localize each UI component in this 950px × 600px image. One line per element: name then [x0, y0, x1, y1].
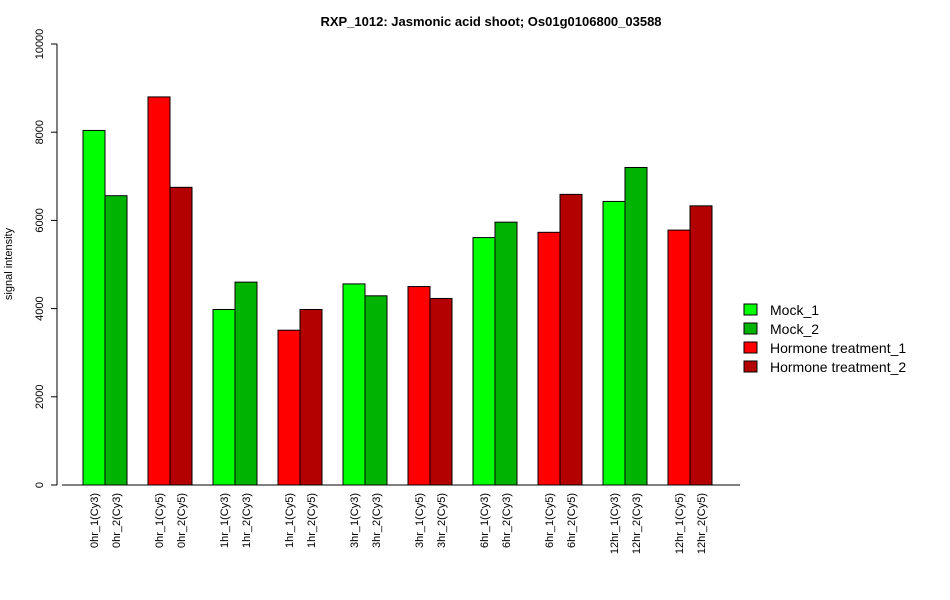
y-tick-label: 8000: [34, 120, 46, 144]
bar: [624, 166, 648, 486]
x-tick-label: 6hr_1(Cy5): [544, 493, 556, 548]
bar: [667, 229, 691, 486]
bar: [342, 283, 366, 486]
x-tick-label: 6hr_1(Cy3): [479, 493, 491, 548]
y-tick-label: 6000: [34, 208, 46, 232]
chart-title: RXP_1012: Jasmonic acid shoot; Os01g0106…: [320, 14, 661, 29]
x-tick-label: 6hr_2(Cy3): [501, 493, 513, 548]
bar: [277, 329, 301, 486]
bar: [299, 308, 323, 486]
x-tick-label: 3hr_2(Cy3): [371, 493, 383, 548]
bar: [169, 186, 193, 486]
x-tick-label: 3hr_1(Cy5): [414, 493, 426, 548]
bar: [429, 297, 453, 486]
bar: [82, 129, 106, 486]
x-tick-labels: 0hr_1(Cy3) 0hr_2(Cy3) 0hr_1(Cy5) 0hr_2(Cy5)…: [89, 493, 708, 554]
x-tick-label: 0hr_2(Cy3): [111, 493, 123, 548]
bar: [104, 195, 128, 486]
x-tick-label: 3hr_1(Cy3): [349, 493, 361, 548]
legend-label: Mock_1: [770, 302, 819, 318]
legend-swatch: [743, 303, 758, 316]
y-axis: 0 2000 4000 6000 8000 10000: [34, 29, 58, 488]
bar: [537, 231, 561, 486]
bar: [602, 200, 626, 486]
x-tick-label: 1hr_2(Cy5): [306, 493, 318, 548]
y-tick-label: 0: [34, 482, 46, 488]
legend-swatch: [743, 341, 758, 354]
bar: [494, 221, 518, 486]
bar: [364, 295, 388, 486]
x-tick-label: 12hr_1(Cy3): [609, 493, 621, 554]
legend: Mock_1 Mock_2 Hormone treatment_1 Hormone t…: [743, 302, 906, 375]
legend-label: Hormone treatment_1: [770, 340, 906, 356]
bar: [234, 281, 258, 486]
bars-group: [82, 96, 713, 486]
y-tick-label: 4000: [34, 296, 46, 320]
x-tick-label: 3hr_2(Cy5): [436, 493, 448, 548]
y-tick-label: 10000: [34, 29, 46, 60]
legend-swatch: [743, 360, 758, 373]
x-tick-label: 0hr_2(Cy5): [176, 493, 188, 548]
x-tick-label: 1hr_1(Cy3): [219, 493, 231, 548]
x-tick-label: 12hr_2(Cy5): [696, 493, 708, 554]
bar: [147, 96, 171, 486]
x-tick-label: 1hr_1(Cy5): [284, 493, 296, 548]
legend-swatch: [743, 322, 758, 335]
x-tick-label: 0hr_1(Cy3): [89, 493, 101, 548]
x-tick-label: 1hr_2(Cy3): [241, 493, 253, 548]
bar: [212, 308, 236, 486]
bar: [407, 286, 431, 486]
bar: [472, 237, 496, 486]
y-tick-label: 2000: [34, 385, 46, 409]
x-tick-label: 6hr_2(Cy5): [566, 493, 578, 548]
bar: [559, 193, 583, 486]
x-tick-label: 12hr_2(Cy3): [631, 493, 643, 554]
x-tick-label: 0hr_1(Cy5): [154, 493, 166, 548]
legend-label: Hormone treatment_2: [770, 359, 906, 375]
legend-label: Mock_2: [770, 321, 819, 337]
bar: [689, 205, 713, 486]
y-axis-label: signal intensity: [3, 227, 15, 300]
x-tick-label: 12hr_1(Cy5): [674, 493, 686, 554]
